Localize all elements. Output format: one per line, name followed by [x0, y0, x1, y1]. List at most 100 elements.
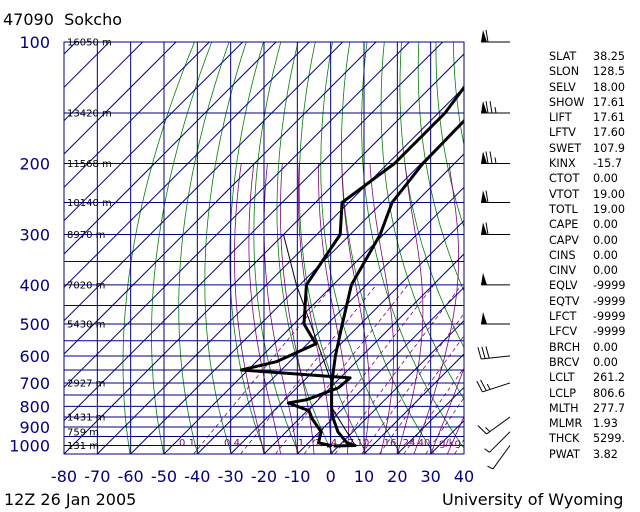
index-value: 3.82 — [593, 447, 618, 461]
barb-staff — [486, 416, 511, 435]
wind-barb — [477, 416, 511, 435]
index-row: PWAT 3.82 — [549, 447, 634, 462]
barb-staff — [489, 431, 511, 453]
index-key: CAPE — [549, 218, 579, 232]
barb-half — [494, 157, 497, 164]
index-key: LFCT — [549, 310, 577, 324]
barb-pennant — [481, 101, 487, 114]
isotherm — [363, 353, 464, 454]
index-key: LFCV — [549, 325, 578, 339]
moist-adiabats — [234, 163, 464, 454]
index-value: 0.00 — [593, 355, 618, 369]
barb-full — [477, 347, 482, 360]
plot-frame — [63, 41, 465, 455]
index-row: MLTH 277.7 — [549, 401, 634, 416]
index-row: BRCH 0.00 — [549, 340, 634, 355]
index-key: VTOT — [549, 187, 580, 201]
temperature-tick-label: 30 — [420, 467, 440, 486]
index-value: -9999 — [593, 294, 626, 308]
index-key: LCLP — [549, 386, 577, 400]
isotherm — [163, 153, 464, 454]
barb-half — [485, 427, 491, 433]
mixing-ratio-label: 4 — [331, 438, 337, 449]
index-value: -9999 — [593, 325, 626, 339]
pressure-tick-label: 200 — [19, 154, 50, 173]
index-key: CTOT — [549, 172, 580, 186]
dry-adiabat — [298, 42, 367, 454]
pressure-tick-label: 700 — [19, 374, 50, 393]
isotherm — [64, 42, 144, 122]
mixing-ratio-label: g/kg — [439, 438, 461, 449]
barb-pennant — [481, 30, 487, 42]
index-value: -15.7 — [593, 157, 622, 171]
barb-half — [486, 383, 491, 390]
index-value: -9999 — [593, 279, 626, 293]
height-label: 10140 m — [67, 198, 112, 209]
temperature-tick-label: -50 — [151, 467, 177, 486]
dewpoint-profile — [239, 84, 464, 448]
temperature-tick-label: 10 — [354, 467, 374, 486]
index-value: 261.2 — [593, 371, 626, 385]
index-row: KINX -15.7 — [549, 156, 634, 171]
temperature-axis: -80 -70 -60 -50 -40 -30 -20 -10 0 10 20 30 40 — [51, 467, 474, 486]
index-value: 19.00 — [593, 187, 626, 201]
index-value: 277.7 — [593, 401, 626, 415]
dry-adiabat — [435, 42, 464, 229]
index-key: SELV — [549, 80, 576, 94]
temperature-tick-label: 20 — [387, 467, 407, 486]
index-value: 19.00 — [593, 202, 626, 216]
pressure-tick-label: 900 — [19, 418, 50, 437]
index-key: BRCV — [549, 355, 580, 369]
mixing-ratio-line — [361, 313, 464, 454]
index-row: EQTV -9999 — [549, 294, 634, 309]
index-value: 0.00 — [593, 218, 618, 232]
moist-adiabat — [279, 163, 315, 454]
height-label: 8970 m — [67, 230, 105, 241]
dry-adiabat — [253, 42, 300, 454]
mixing-ratio-line — [193, 284, 334, 454]
isotherm — [230, 219, 464, 454]
dry-adiabat — [178, 42, 230, 454]
barb-half — [484, 448, 490, 453]
barb-full — [485, 100, 489, 114]
index-row: SELV 18.00 — [549, 80, 634, 95]
pressure-tick-label: 400 — [19, 276, 50, 295]
wind-barb — [476, 379, 511, 393]
station-id: 47090 — [3, 10, 54, 29]
temperature-tick-label: 40 — [454, 467, 474, 486]
index-row: LFCV -9999 — [549, 324, 634, 339]
wind-barb — [481, 29, 510, 43]
pressure-tick-label: 100 — [19, 33, 50, 52]
isotherm — [64, 42, 344, 322]
index-key: LCLT — [549, 371, 575, 385]
index-row: SLAT 38.25 — [549, 49, 634, 64]
moist-adiabat — [413, 163, 460, 454]
temperature-tick-label: -40 — [184, 467, 210, 486]
wind-barb — [481, 272, 510, 286]
dry-adiabat — [320, 42, 401, 454]
height-label: 5430 m — [67, 320, 105, 331]
dry-adiabat — [417, 42, 464, 293]
mixing-ratio-line — [303, 284, 435, 454]
index-value: 107.9 — [593, 141, 626, 155]
mixing-ratio-line — [379, 335, 464, 454]
moist-adiabat — [369, 163, 395, 454]
pressure-tick-label: 1000 — [9, 436, 50, 455]
height-labels: 16050 m 13420 m 11568 m 10140 m 8970 m 7020 m… — [67, 38, 112, 452]
isotherm — [96, 86, 464, 454]
isotherm — [296, 286, 464, 454]
index-key: MLMR — [549, 417, 583, 431]
barb-full — [477, 425, 487, 435]
wind-barb — [481, 151, 510, 164]
isotherm — [64, 42, 277, 255]
height-label: 1431 m — [67, 412, 105, 423]
height-label: 131 m — [67, 441, 99, 452]
isotherm — [0, 42, 9, 454]
barb-full — [489, 100, 493, 114]
barb-full — [480, 379, 487, 391]
index-value: 0.00 — [593, 233, 618, 247]
temperature-tick-label: -70 — [84, 467, 110, 486]
index-value: 128.5 — [593, 65, 626, 79]
height-label: 759 m — [67, 427, 99, 438]
